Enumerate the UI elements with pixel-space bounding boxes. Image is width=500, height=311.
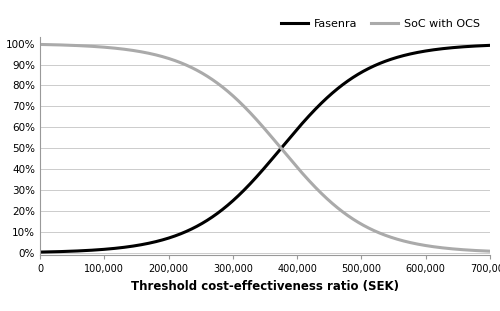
Line: SoC with OCS: SoC with OCS (40, 44, 490, 251)
SoC with OCS (88, 44, 94, 48)
SoC with OCS (229, 93, 235, 97)
Fasenra (487, 44, 493, 47)
SoC with OCS (37, 43, 43, 46)
SoC with OCS (478, 249, 484, 253)
Fasenra (478, 44, 484, 48)
SoC with OCS (487, 249, 493, 253)
Fasenra (88, 248, 94, 252)
SoC with OCS (430, 245, 436, 248)
Fasenra (229, 200, 235, 203)
SoC with OCS (115, 47, 121, 50)
Fasenra (115, 246, 121, 250)
X-axis label: Threshold cost-effectiveness ratio (SEK): Threshold cost-effectiveness ratio (SEK) (131, 280, 399, 293)
Legend: Fasenra, SoC with OCS: Fasenra, SoC with OCS (276, 15, 484, 34)
Fasenra (37, 250, 43, 254)
Fasenra (430, 48, 436, 52)
Fasenra (210, 215, 216, 219)
Line: Fasenra: Fasenra (40, 45, 490, 252)
SoC with OCS (210, 78, 216, 81)
